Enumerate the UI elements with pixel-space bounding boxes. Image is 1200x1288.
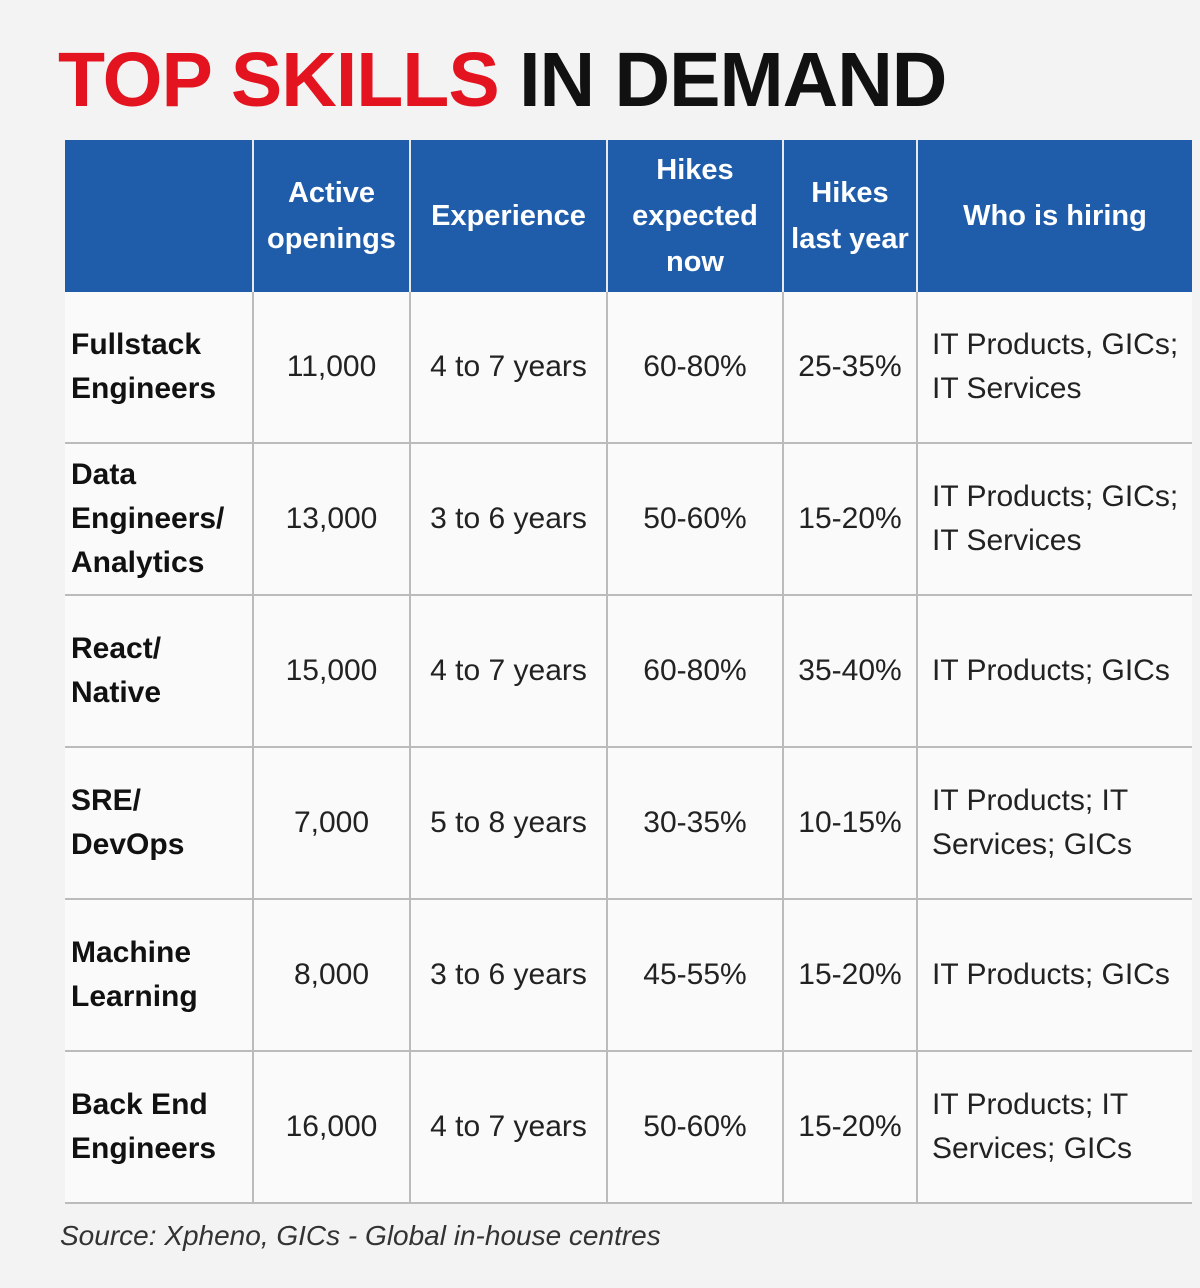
- table-cell: 25-35%: [782, 292, 917, 444]
- table-row: Machine Learning 8,000 3 to 6 years 45-55% 1…: [65, 899, 1192, 1052]
- table-cell: IT Products; IT Services; GICs: [916, 747, 1192, 900]
- table-cell: 15-20%: [782, 1051, 917, 1204]
- table-cell: 4 to 7 years: [409, 595, 607, 748]
- skill-name: SRE/ DevOps: [65, 747, 253, 900]
- header-row: Active openings Experience Hikes expected …: [65, 140, 1192, 292]
- table-cell: IT Products, GICs; IT Services: [916, 292, 1192, 444]
- table-cell: IT Products; GICs: [916, 899, 1192, 1052]
- table-row: Data Engineers/ Analytics 13,000 3 to 6 ye…: [65, 443, 1192, 596]
- table-cell: 50-60%: [606, 1051, 783, 1204]
- table-cell: 3 to 6 years: [409, 899, 607, 1052]
- column-header: Who is hiring: [916, 140, 1192, 292]
- column-header: Hikes expected now: [606, 140, 783, 292]
- table-cell: 15-20%: [782, 443, 917, 596]
- skills-table: Active openings Experience Hikes expected …: [65, 140, 1192, 1204]
- table-cell: 60-80%: [606, 595, 783, 748]
- table-cell: 11,000: [252, 292, 410, 444]
- source: Source: Xpheno, GICs - Global in-house c…: [60, 1220, 661, 1251]
- table-cell: IT Products; GICs; IT Services: [916, 443, 1192, 596]
- table-row: SRE/ DevOps 7,000 5 to 8 years 30-35% 10-15%…: [65, 747, 1192, 900]
- table-cell: 8,000: [252, 899, 410, 1052]
- table-cell: 5 to 8 years: [409, 747, 607, 900]
- table-cell: 30-35%: [606, 747, 783, 900]
- skill-name: Back End Engineers: [65, 1051, 253, 1204]
- table-cell: 3 to 6 years: [409, 443, 607, 596]
- table-body: Fullstack Engineers 11,000 4 to 7 years 60-…: [65, 292, 1192, 1204]
- table-cell: 15,000: [252, 595, 410, 748]
- table-cell: 15-20%: [782, 899, 917, 1052]
- table-cell: 13,000: [252, 443, 410, 596]
- table-cell: IT Products; GICs: [916, 595, 1192, 748]
- table-cell: 60-80%: [606, 292, 783, 444]
- table-cell: 50-60%: [606, 443, 783, 596]
- table-cell: 10-15%: [782, 747, 917, 900]
- table-row: React/ Native 15,000 4 to 7 years 60-80% 35-…: [65, 595, 1192, 748]
- table-cell: 4 to 7 years: [409, 292, 607, 444]
- skill-name: Fullstack Engineers: [65, 292, 253, 444]
- column-header: Experience: [409, 140, 607, 292]
- table-cell: IT Products; IT Services; GICs: [916, 1051, 1192, 1204]
- skill-name: Machine Learning: [65, 899, 253, 1052]
- title-red: TOP SKILLS: [58, 37, 500, 123]
- table-cell: 4 to 7 years: [409, 1051, 607, 1204]
- column-header: Hikes last year: [782, 140, 917, 292]
- skill-name: React/ Native: [65, 595, 253, 748]
- table-row: Back End Engineers 16,000 4 to 7 years 50-6…: [65, 1051, 1192, 1204]
- table-cell: 7,000: [252, 747, 410, 900]
- table-cell: 45-55%: [606, 899, 783, 1052]
- table-cell: 16,000: [252, 1051, 410, 1204]
- table-row: Fullstack Engineers 11,000 4 to 7 years 60-…: [65, 292, 1192, 444]
- title: TOP SKILLS IN DEMAND: [58, 30, 1198, 130]
- column-header: Active openings: [252, 140, 410, 292]
- column-header: [65, 140, 253, 292]
- skill-name: Data Engineers/ Analytics: [65, 443, 253, 596]
- title-black: IN DEMAND: [519, 37, 947, 123]
- table-head: Active openings Experience Hikes expected …: [65, 140, 1192, 292]
- table-cell: 35-40%: [782, 595, 917, 748]
